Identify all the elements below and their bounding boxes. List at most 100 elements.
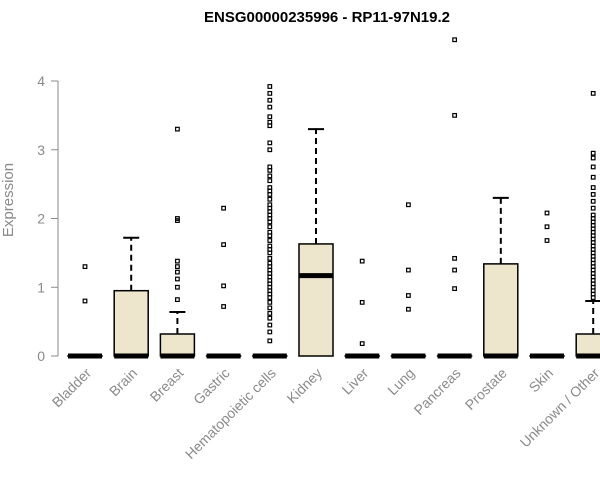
outlier-point — [267, 329, 273, 335]
outlier-point — [590, 150, 596, 156]
x-tick-label: Gastric — [190, 365, 233, 408]
outlier-point — [175, 284, 180, 290]
outlier-point — [267, 322, 273, 328]
x-tick-label: Unknown / Other — [517, 365, 600, 451]
outlier-point — [406, 306, 411, 312]
outlier-point — [221, 283, 227, 289]
outlier-point — [267, 310, 273, 316]
y-tick-label: 0 — [37, 348, 45, 364]
box-hematopoietic-cells — [252, 84, 288, 359]
box-liver — [344, 258, 380, 359]
outlier-point — [175, 264, 180, 270]
box-prostate — [483, 196, 519, 359]
outlier-point — [175, 297, 180, 303]
outlier-point — [267, 255, 273, 261]
outlier-point — [267, 196, 273, 202]
y-tick-label: 1 — [37, 279, 45, 295]
outlier-point — [544, 238, 550, 243]
box-iqr — [575, 333, 600, 357]
outlier-point — [590, 155, 596, 161]
x-tick-label: Bladder — [49, 365, 95, 411]
outlier-point — [452, 267, 457, 273]
outlier-point — [359, 299, 365, 305]
outlier-point — [175, 216, 180, 221]
outlier-point — [267, 164, 273, 170]
y-axis: 0 1 2 3 4 — [37, 73, 59, 364]
outlier-point — [267, 305, 273, 311]
y-tick-label: 4 — [37, 73, 45, 89]
box-iqr — [159, 333, 196, 357]
box-skin — [529, 210, 565, 359]
outlier-point — [544, 210, 550, 216]
outlier-point — [267, 114, 273, 120]
outlier-point — [267, 140, 273, 146]
chart-title: ENSG00000235996 - RP11-97N19.2 — [204, 9, 450, 26]
outlier-point — [267, 90, 273, 96]
outlier-point — [267, 229, 273, 235]
outlier-point — [544, 224, 550, 230]
outlier-point — [590, 205, 596, 211]
outlier-point — [221, 205, 227, 211]
box-lung — [390, 202, 427, 359]
box-bladder — [67, 264, 103, 359]
outlier-point — [267, 104, 273, 110]
outlier-point — [359, 341, 365, 347]
outlier-point — [452, 37, 457, 43]
x-tick-label: Skin — [526, 365, 557, 396]
outlier-point — [175, 269, 180, 275]
outlier-point — [221, 242, 227, 248]
outlier-point — [452, 286, 457, 292]
outlier-point — [406, 202, 411, 208]
outlier-point — [452, 112, 457, 118]
outlier-point — [267, 97, 273, 103]
outlier-point — [590, 164, 596, 170]
outlier-point — [267, 243, 273, 249]
box-series — [67, 37, 600, 359]
outlier-point — [267, 147, 273, 153]
x-tick-label: Kidney — [284, 365, 326, 407]
outlier-point — [175, 258, 180, 264]
box-gastric — [205, 205, 242, 359]
outlier-point — [267, 238, 273, 243]
x-tick-label: Lung — [384, 365, 417, 398]
box-kidney — [298, 128, 334, 357]
box-brain — [113, 236, 149, 359]
outlier-point — [267, 178, 273, 184]
x-tick-label: Prostate — [462, 365, 510, 413]
outlier-point — [590, 174, 596, 180]
x-tick-label: Pancreas — [411, 365, 464, 418]
outlier-point — [221, 304, 227, 309]
outlier-point — [267, 224, 273, 230]
x-tick-label: Breast — [147, 365, 187, 405]
outlier-point — [359, 258, 365, 264]
outlier-point — [267, 84, 273, 89]
outlier-point — [267, 338, 273, 344]
outlier-point — [267, 299, 273, 305]
box-unknown-other — [575, 90, 600, 359]
outlier-point — [267, 202, 273, 208]
x-tick-label: Liver — [339, 365, 372, 398]
outlier-point — [267, 119, 273, 125]
outlier-point — [175, 276, 180, 282]
outlier-point — [590, 192, 596, 197]
outlier-point — [175, 126, 180, 132]
box-iqr — [113, 289, 149, 357]
outlier-point — [267, 315, 273, 321]
outlier-point — [267, 260, 273, 266]
y-tick-label: 3 — [37, 142, 45, 158]
outlier-point — [82, 264, 88, 270]
outlier-point — [406, 267, 411, 273]
outlier-point — [267, 185, 273, 190]
outlier-point — [452, 255, 457, 261]
x-tick-label: Brain — [106, 365, 140, 399]
box-breast — [159, 126, 196, 359]
box-iqr — [298, 243, 334, 357]
outlier-point — [590, 90, 596, 96]
outlier-point — [590, 185, 596, 190]
box-iqr — [483, 263, 519, 357]
outlier-point — [267, 173, 273, 179]
outlier-point — [82, 298, 88, 304]
box-pancreas — [436, 37, 473, 359]
